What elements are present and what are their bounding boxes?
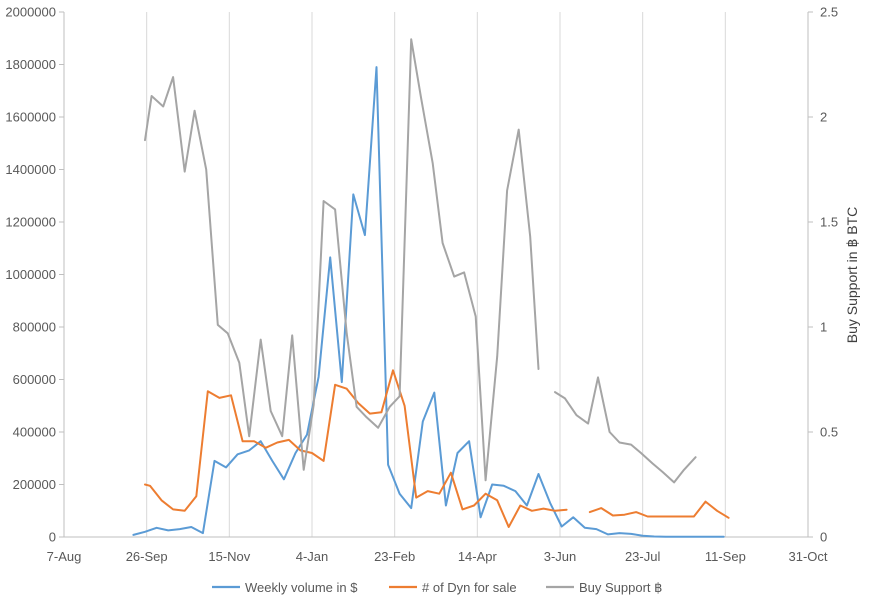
legend-label-2: # of Dyn for sale xyxy=(422,580,517,595)
y2-tick-label: 2 xyxy=(820,110,827,125)
series-line-3 xyxy=(554,376,697,484)
y-tick-label: 1800000 xyxy=(5,57,56,72)
y-tick-label: 200000 xyxy=(13,477,56,492)
y-tick-label: 600000 xyxy=(13,372,56,387)
y-tick-label: 400000 xyxy=(13,425,56,440)
y2-axis-title: Buy Support in ฿ BTC xyxy=(844,207,860,344)
x-tick-label: 4-Jan xyxy=(296,549,329,564)
series-lines xyxy=(132,38,730,538)
x-tick-label: 3-Jun xyxy=(544,549,577,564)
legend-label-3: Buy Support ฿ xyxy=(579,580,662,595)
y2-tick-label: 1.5 xyxy=(820,215,838,230)
y-tick-label: 800000 xyxy=(13,320,56,335)
x-tick-label: 23-Jul xyxy=(625,549,661,564)
y-tick-label: 1400000 xyxy=(5,162,56,177)
x-tick-label: 26-Sep xyxy=(126,549,168,564)
y2-tick-label: 1 xyxy=(820,320,827,335)
x-tick-label: 7-Aug xyxy=(47,549,82,564)
y-tick-label: 0 xyxy=(49,530,56,545)
axes xyxy=(59,11,813,538)
y2-tick-label: 2.5 xyxy=(820,5,838,20)
series-line-3 xyxy=(144,38,540,482)
y-tick-label: 2000000 xyxy=(5,5,56,20)
y2-tick-label: 0 xyxy=(820,530,827,545)
legend: Weekly volume in $ # of Dyn for sale Buy S… xyxy=(212,580,662,595)
y-tick-label: 1200000 xyxy=(5,215,56,230)
y-tick-label: 1000000 xyxy=(5,267,56,282)
x-tick-label: 23-Feb xyxy=(374,549,415,564)
series-line-1 xyxy=(132,66,725,538)
x-tick-label: 15-Nov xyxy=(208,549,250,564)
series-line-2 xyxy=(588,500,730,519)
series-line-2 xyxy=(144,369,568,528)
y-tick-label: 1600000 xyxy=(5,110,56,125)
x-tick-label: 31-Oct xyxy=(788,549,827,564)
x-tick-label: 11-Sep xyxy=(705,549,746,564)
tick-labels: 7-Aug 26-Sep 15-Nov 4-Jan 23-Feb 14-Apr 3-Jun 2… xyxy=(5,5,838,565)
legend-label-1: Weekly volume in $ xyxy=(245,580,358,595)
x-tick-label: 14-Apr xyxy=(458,549,498,564)
y2-tick-label: 0.5 xyxy=(820,425,838,440)
gridlines xyxy=(146,12,809,537)
